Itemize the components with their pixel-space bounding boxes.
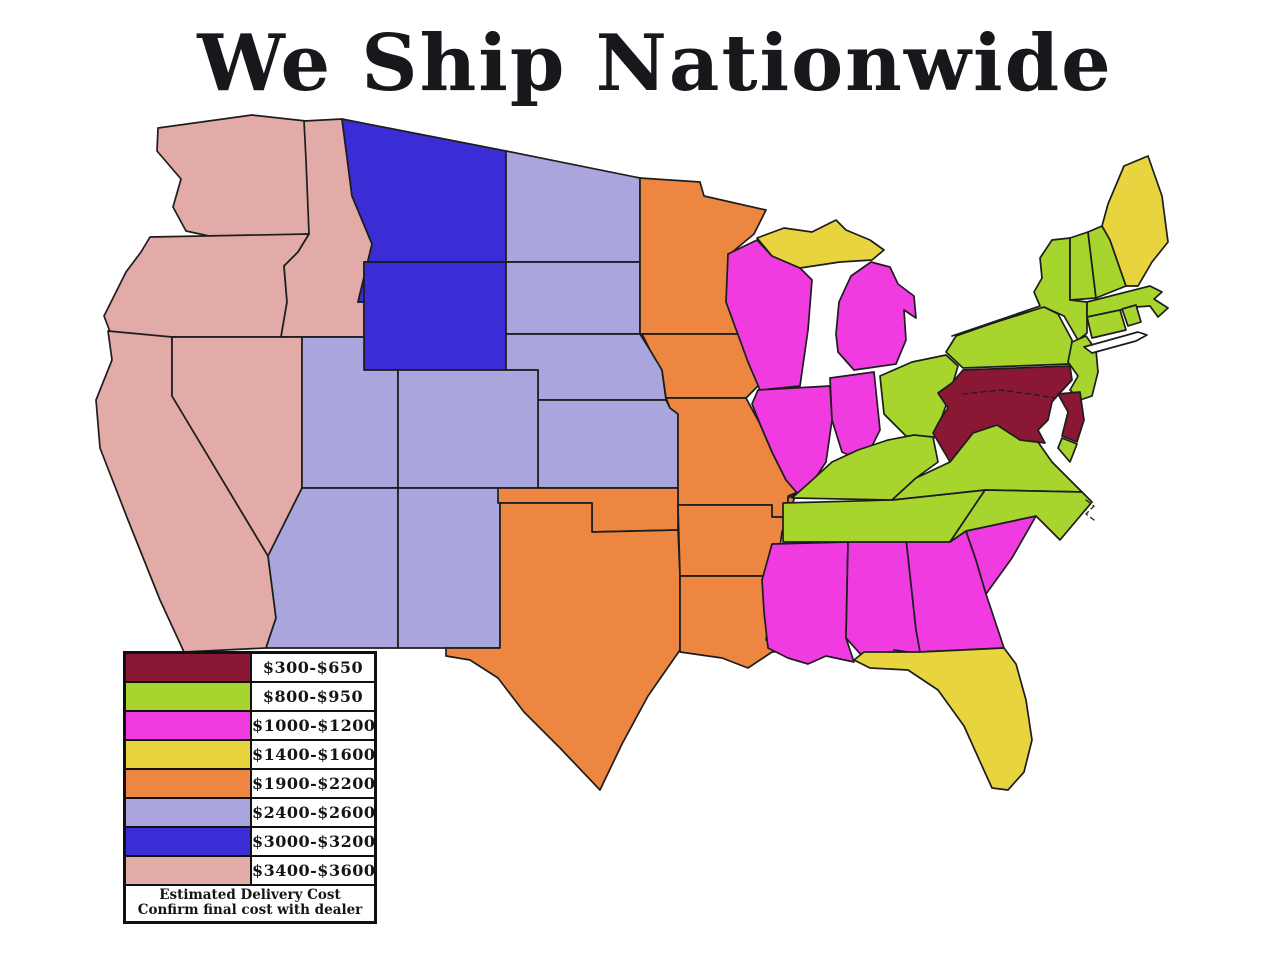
legend-row: $300-$650 (126, 654, 374, 683)
state-delaware-eastern-shore (1057, 391, 1085, 443)
state-oregon (103, 233, 310, 338)
state-mississippi (761, 541, 855, 665)
legend-footnote-line1: Estimated Delivery Cost (159, 887, 341, 903)
state-virginia-eastern-shore (1057, 437, 1078, 463)
legend-swatch-zone-8 (126, 857, 252, 886)
legend-swatch-zone-3 (126, 712, 252, 741)
state-wyoming (363, 261, 507, 371)
legend-swatch-zone-6 (126, 799, 252, 828)
legend-label: $800-$950 (252, 683, 374, 712)
legend-swatch-zone-7 (126, 828, 252, 857)
page-title: We Ship Nationwide (197, 18, 1113, 109)
legend-row: $3000-$3200 (126, 828, 376, 857)
legend-footnote: Estimated Delivery Cost Confirm final co… (126, 886, 374, 921)
legend-label: $2400-$2600 (252, 799, 376, 828)
state-north-dakota (505, 150, 641, 263)
state-kansas (537, 399, 679, 489)
long-island-outline (1083, 331, 1148, 354)
legend-label: $3000-$3200 (252, 828, 376, 857)
maryland-virginia-dashed-border (962, 389, 1057, 399)
legend-footnote-line2: Confirm final cost with dealer (137, 902, 363, 918)
state-north-carolina (949, 489, 1093, 543)
legend-label: $3400-$3600 (252, 857, 376, 886)
legend-row: $1400-$1600 (126, 741, 376, 770)
state-washington (156, 114, 310, 242)
legend-row: $3400-$3600 (126, 857, 376, 886)
state-texas (445, 502, 681, 791)
legend-row: $1900-$2200 (126, 770, 376, 799)
region-west-virginia-maryland (932, 365, 1073, 463)
state-michigan-upper-peninsula (756, 219, 885, 269)
legend-label: $300-$650 (252, 654, 374, 683)
state-pennsylvania (945, 305, 1073, 369)
legend-swatch-zone-2 (126, 683, 252, 712)
state-south-dakota (505, 261, 641, 335)
legend-swatch-zone-5 (126, 770, 252, 799)
state-florida (853, 647, 1033, 791)
legend-row: $2400-$2600 (126, 799, 376, 828)
state-maine (1101, 155, 1169, 287)
outer-banks-squiggle (1085, 499, 1095, 521)
legend-label: $1400-$1600 (252, 741, 376, 770)
state-connecticut (1086, 309, 1127, 339)
state-rhode-island (1121, 304, 1142, 327)
legend-label: $1900-$2200 (252, 770, 376, 799)
legend-row: $800-$950 (126, 683, 374, 712)
state-new-mexico (397, 487, 501, 649)
legend-swatch-zone-1 (126, 654, 252, 683)
legend-label: $1000-$1200 (252, 712, 376, 741)
legend: $300-$650 $800-$950 $1000-$1200 $1400-$1… (123, 651, 377, 924)
legend-row: $1000-$1200 (126, 712, 376, 741)
state-michigan (835, 261, 917, 371)
state-colorado (397, 369, 539, 489)
legend-swatch-zone-4 (126, 741, 252, 770)
